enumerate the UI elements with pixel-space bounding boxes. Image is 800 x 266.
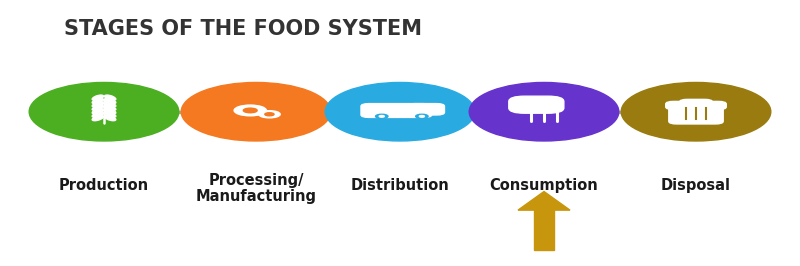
Ellipse shape bbox=[469, 82, 619, 141]
Text: Disposal: Disposal bbox=[661, 178, 731, 193]
FancyBboxPatch shape bbox=[534, 207, 554, 250]
Ellipse shape bbox=[92, 115, 103, 121]
Ellipse shape bbox=[181, 82, 331, 141]
Text: STAGES OF THE FOOD SYSTEM: STAGES OF THE FOOD SYSTEM bbox=[64, 19, 422, 39]
Circle shape bbox=[265, 113, 274, 116]
Ellipse shape bbox=[105, 95, 116, 100]
Circle shape bbox=[234, 105, 266, 116]
FancyBboxPatch shape bbox=[406, 103, 445, 115]
Circle shape bbox=[416, 114, 428, 118]
Ellipse shape bbox=[92, 95, 103, 100]
FancyBboxPatch shape bbox=[361, 103, 432, 117]
Ellipse shape bbox=[105, 112, 116, 117]
Ellipse shape bbox=[325, 82, 475, 141]
Text: Production: Production bbox=[59, 178, 149, 193]
Circle shape bbox=[243, 108, 257, 113]
Text: Manufacturing: Manufacturing bbox=[195, 189, 317, 204]
Ellipse shape bbox=[92, 109, 103, 114]
Ellipse shape bbox=[92, 112, 103, 117]
Circle shape bbox=[258, 111, 280, 118]
Text: Consumption: Consumption bbox=[490, 178, 598, 193]
Ellipse shape bbox=[105, 109, 116, 114]
Ellipse shape bbox=[105, 102, 116, 107]
Ellipse shape bbox=[105, 105, 116, 110]
Circle shape bbox=[419, 115, 425, 117]
FancyBboxPatch shape bbox=[666, 101, 726, 110]
FancyBboxPatch shape bbox=[679, 99, 713, 107]
Circle shape bbox=[379, 115, 384, 117]
Circle shape bbox=[375, 114, 388, 118]
Ellipse shape bbox=[92, 102, 103, 107]
FancyBboxPatch shape bbox=[669, 103, 723, 124]
Ellipse shape bbox=[622, 82, 771, 141]
Ellipse shape bbox=[30, 82, 179, 141]
Text: Distribution: Distribution bbox=[350, 178, 450, 193]
Polygon shape bbox=[518, 192, 570, 210]
Ellipse shape bbox=[105, 115, 116, 121]
Ellipse shape bbox=[92, 105, 103, 110]
FancyBboxPatch shape bbox=[509, 96, 564, 113]
Ellipse shape bbox=[105, 98, 116, 104]
Text: Processing/: Processing/ bbox=[208, 173, 304, 188]
Ellipse shape bbox=[92, 98, 103, 104]
